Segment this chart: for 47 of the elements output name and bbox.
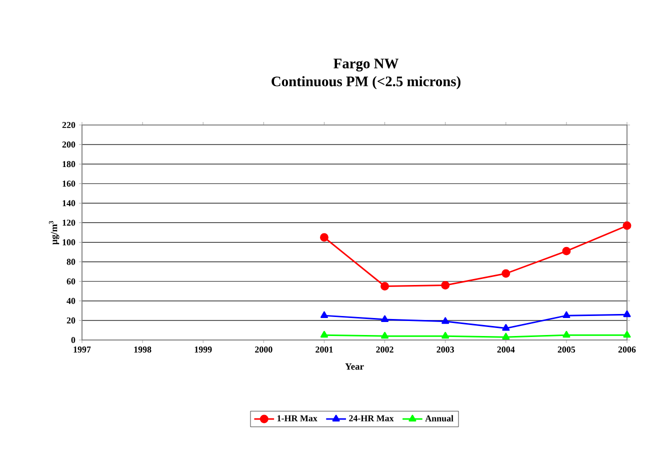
point xyxy=(380,282,390,290)
point xyxy=(502,332,510,340)
x-tick-label: 2005 xyxy=(558,346,576,353)
point xyxy=(441,281,450,290)
point xyxy=(623,330,631,338)
chart-subtitle: Continuous PM (<2.5 microns) xyxy=(272,76,460,90)
y-tick-label: 180 xyxy=(62,161,76,168)
chart-title: Fargo NW xyxy=(334,58,398,72)
point xyxy=(442,317,450,324)
x-tick-label: 1998 xyxy=(134,346,152,353)
y-tick-label: 120 xyxy=(62,220,76,226)
point xyxy=(381,332,389,339)
point xyxy=(381,315,389,322)
x-tick-label: 2004 xyxy=(497,346,515,353)
x-tick-label: 2000 xyxy=(255,346,272,353)
y-tick-label: 160 xyxy=(62,180,76,187)
x-tick-label: 1997 xyxy=(74,346,91,353)
point xyxy=(623,310,631,318)
point xyxy=(320,311,328,318)
point xyxy=(562,330,570,338)
point xyxy=(320,233,328,242)
x-tick-label: 2002 xyxy=(376,346,394,353)
y-tick-label: 220 xyxy=(62,122,76,128)
legend-label: 1-HR Max xyxy=(278,415,318,422)
x-tick-label: 1999 xyxy=(194,346,212,353)
point xyxy=(502,269,510,278)
point xyxy=(562,246,571,256)
y-tick-label: 100 xyxy=(62,239,76,246)
x-tick-label: 2001 xyxy=(316,346,333,353)
point xyxy=(502,324,510,331)
point xyxy=(442,332,450,339)
legend-label: Annual xyxy=(425,415,454,422)
y-tick-label: 200 xyxy=(62,142,76,148)
x-tick-label: 2006 xyxy=(618,346,636,353)
point xyxy=(622,221,632,230)
legend-label: 24-HR Max xyxy=(349,415,394,422)
y-tick-label: 60 xyxy=(66,278,76,284)
point xyxy=(320,330,328,338)
x-axis-title: Year xyxy=(345,363,364,370)
y-axis-title: μg/m$^{3}$ xyxy=(48,221,60,245)
y-tick-label: 80 xyxy=(66,258,76,265)
y-tick-label: 140 xyxy=(62,200,76,206)
y-tick-label: 20 xyxy=(66,317,76,324)
y-tick-label: 0 xyxy=(71,336,76,344)
point xyxy=(562,311,570,318)
x-tick-label: 2003 xyxy=(436,346,454,353)
y-tick-label: 40 xyxy=(66,298,76,304)
